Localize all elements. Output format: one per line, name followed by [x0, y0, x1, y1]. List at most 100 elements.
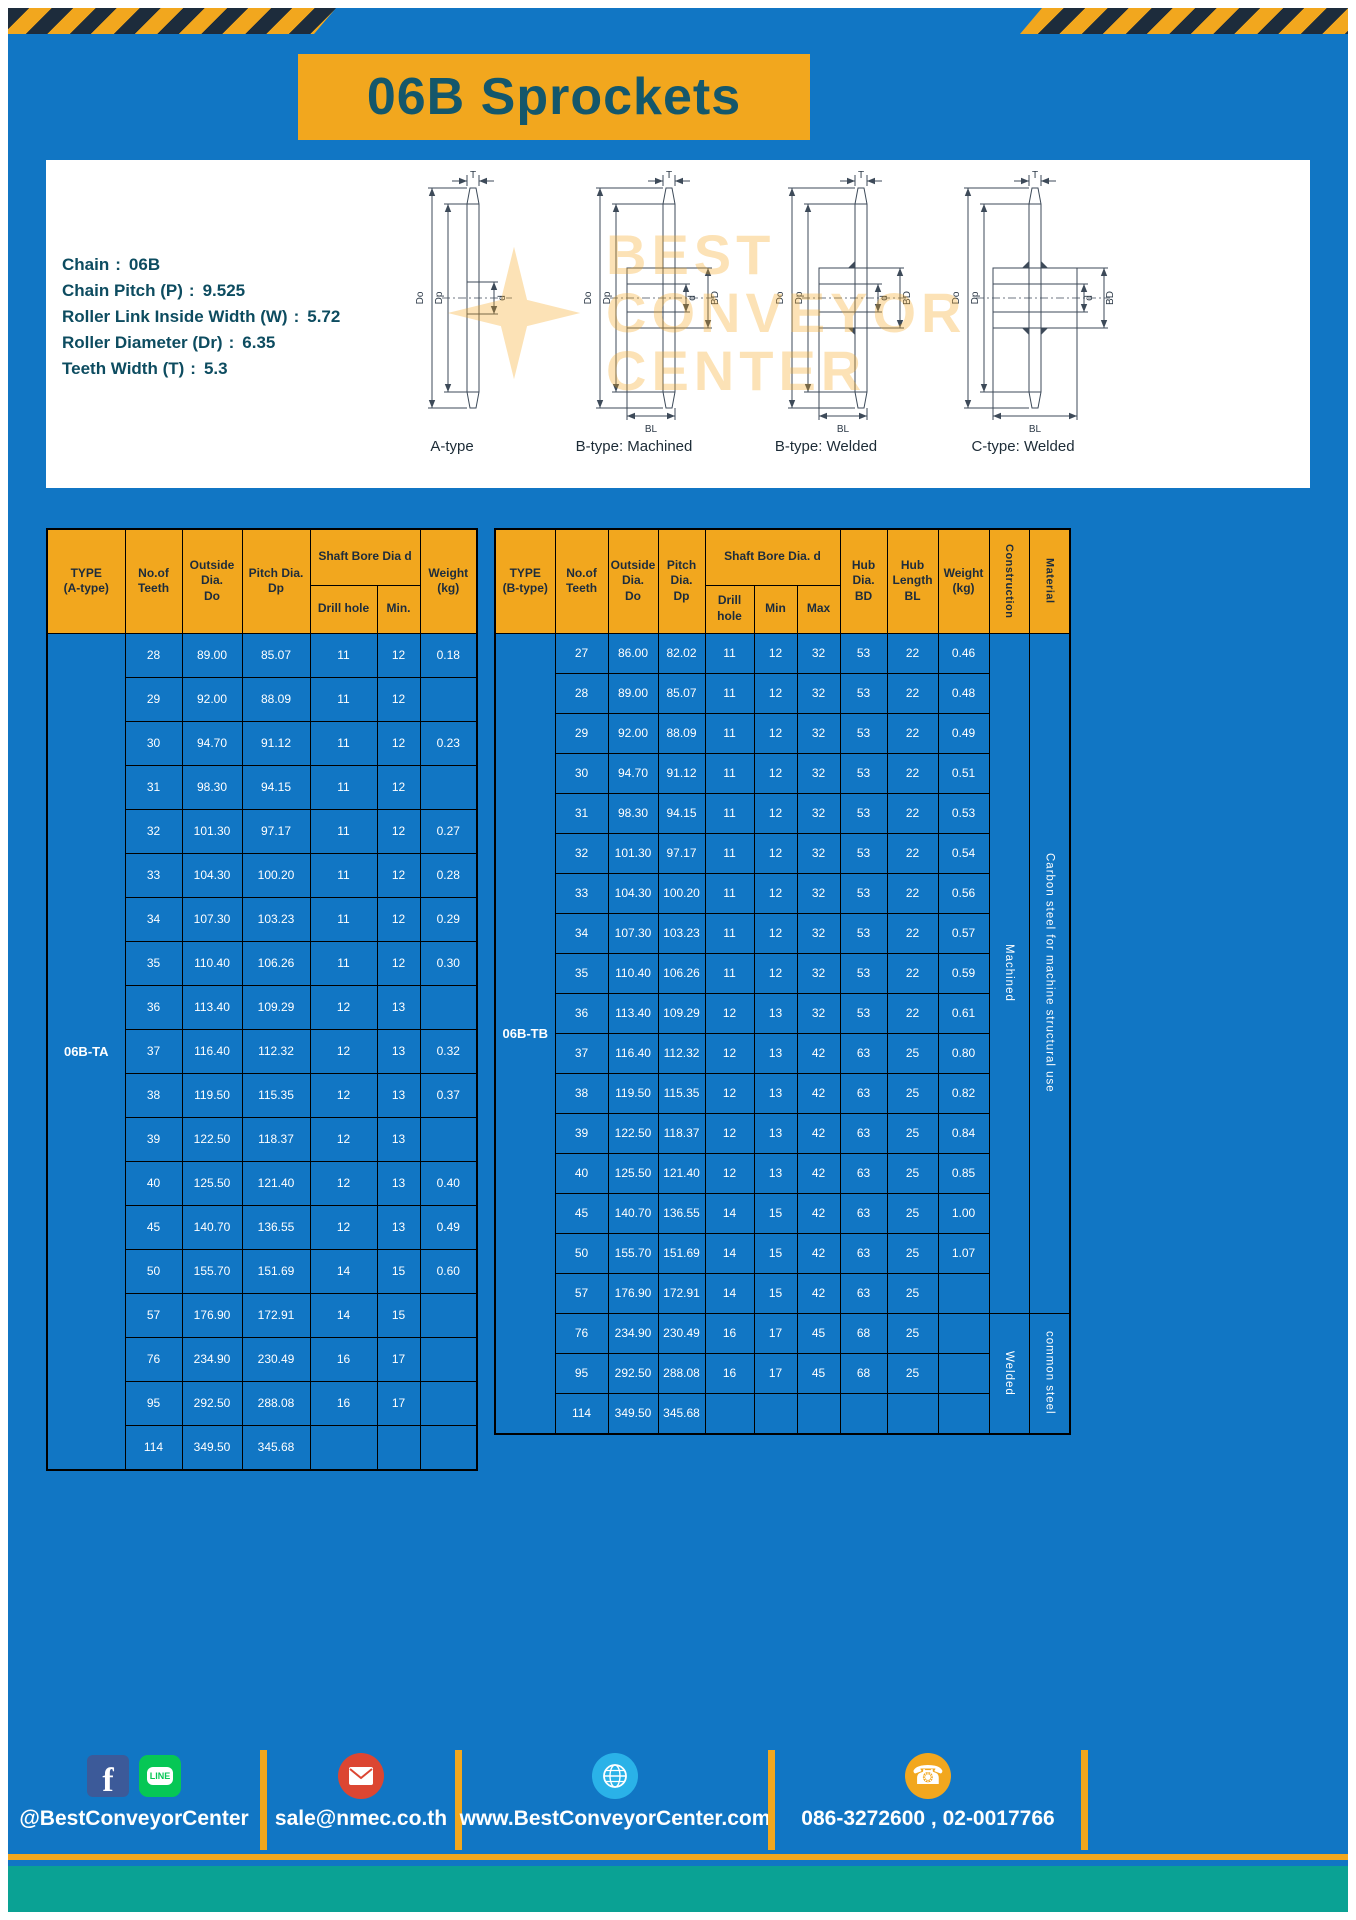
- svg-text:T: T: [858, 170, 864, 181]
- table-row: 30 94.70 91.12 11 12 32 53 22 0.51: [495, 752, 1070, 794]
- data-cell: 0.49: [937, 712, 990, 754]
- data-cell: 25: [886, 1352, 939, 1394]
- data-cell: 63: [839, 1272, 888, 1314]
- data-cell: 230.49: [657, 1312, 706, 1354]
- data-cell: 345.68: [241, 1424, 311, 1470]
- data-cell: 292.50: [607, 1352, 659, 1394]
- svg-text:Do: Do: [775, 291, 786, 304]
- spec-value: 5.3: [203, 359, 228, 378]
- data-cell: 33: [124, 852, 183, 898]
- data-cell: 22: [886, 872, 939, 914]
- drawing-label: B-type: Machined: [575, 438, 693, 455]
- data-cell: 11: [704, 672, 755, 714]
- table-row: 36 113.40 109.29 12 13: [47, 984, 478, 1030]
- data-cell: 234.90: [181, 1336, 243, 1382]
- flyer-canvas: 06B Sprockets Chain:06B Chain Pitch (P):…: [8, 8, 1348, 1912]
- footer-phone-section: ☎ 086-3272600 , 02-0017766: [775, 1750, 1081, 1850]
- data-cell: 68: [839, 1352, 888, 1394]
- data-cell: 101.30: [607, 832, 659, 874]
- data-cell: 53: [839, 832, 888, 874]
- data-cell: 106.26: [241, 940, 311, 986]
- data-cell: 31: [554, 792, 609, 834]
- table-row: 114 349.50 345.68: [47, 1424, 478, 1470]
- data-cell: 12: [753, 952, 798, 994]
- data-cell: 42: [796, 1192, 841, 1234]
- data-cell: 11: [704, 832, 755, 874]
- email-icon: [338, 1753, 384, 1799]
- data-cell: 13: [753, 992, 798, 1034]
- data-cell: 68: [839, 1312, 888, 1354]
- data-cell: [937, 1352, 990, 1394]
- data-cell: 107.30: [607, 912, 659, 954]
- data-cell: 12: [753, 832, 798, 874]
- data-cell: 13: [376, 984, 421, 1030]
- data-cell: 0.54: [937, 832, 990, 874]
- spec-label: Roller Link Inside Width (W): [62, 307, 288, 326]
- data-cell: 94.70: [607, 752, 659, 794]
- website-url: www.BestConveyorCenter.com: [459, 1807, 771, 1830]
- table-row: 37 116.40 112.32 12 13 0.32: [47, 1028, 478, 1074]
- data-cell: 119.50: [181, 1072, 243, 1118]
- drawing-c-type-welded: Do Dp d BD: [928, 168, 1118, 455]
- footer-divider: [455, 1750, 462, 1850]
- data-cell: 0.49: [419, 1204, 478, 1250]
- data-cell: 109.29: [241, 984, 311, 1030]
- data-cell: 16: [309, 1336, 378, 1382]
- data-cell: 0.80: [937, 1032, 990, 1074]
- data-cell: 292.50: [181, 1380, 243, 1426]
- table-row: 50 155.70 151.69 14 15 0.60: [47, 1248, 478, 1294]
- svg-text:Do: Do: [583, 291, 594, 304]
- svg-text:BD: BD: [1105, 291, 1116, 305]
- table-row: 35 110.40 106.26 11 12 32 53 22 0.59: [495, 952, 1070, 994]
- data-cell: 12: [753, 792, 798, 834]
- table-row: 38 119.50 115.35 12 13 42 63 25 0.82: [495, 1072, 1070, 1114]
- data-cell: 125.50: [181, 1160, 243, 1206]
- data-cell: 140.70: [607, 1192, 659, 1234]
- col-type: TYPE (B-type): [494, 528, 556, 634]
- data-cell: 13: [376, 1160, 421, 1206]
- data-cell: 92.00: [607, 712, 659, 754]
- data-cell: 30: [554, 752, 609, 794]
- data-cell: 121.40: [241, 1160, 311, 1206]
- col-hub-length: Hub Length BL: [886, 528, 939, 634]
- spec-teeth-width: Teeth Width (T):5.3: [62, 356, 340, 382]
- data-cell: 14: [309, 1292, 378, 1338]
- table-row: 45 140.70 136.55 12 13 0.49: [47, 1204, 478, 1250]
- data-cell: 0.29: [419, 896, 478, 942]
- spec-value: 6.35: [242, 333, 276, 352]
- data-cell: 12: [376, 852, 421, 898]
- data-cell: 57: [554, 1272, 609, 1314]
- data-cell: 94.15: [657, 792, 706, 834]
- spec-colon: :: [188, 281, 195, 300]
- col-shaft-bore: Shaft Bore Dia. d: [704, 528, 841, 586]
- data-cell: 113.40: [181, 984, 243, 1030]
- data-cell: 11: [704, 952, 755, 994]
- data-cell: 53: [839, 752, 888, 794]
- table-row: 33 104.30 100.20 11 12 32 53 22 0.56: [495, 872, 1070, 914]
- sprocket-table-b-type: TYPE (B-type) No.of Teeth Outside Dia. D…: [494, 528, 1072, 1435]
- col-outside-dia: Outside Dia. Do: [607, 528, 659, 634]
- data-cell: 345.68: [657, 1392, 706, 1434]
- data-cell: 230.49: [241, 1336, 311, 1382]
- data-cell: 53: [839, 912, 888, 954]
- data-cell: 63: [839, 1232, 888, 1274]
- col-type: TYPE (A-type): [46, 528, 126, 634]
- data-cell: 155.70: [181, 1248, 243, 1294]
- data-cell: 104.30: [181, 852, 243, 898]
- data-cell: 42: [796, 1032, 841, 1074]
- table-row: 33 104.30 100.20 11 12 0.28: [47, 852, 478, 898]
- data-cell: 25: [886, 1152, 939, 1194]
- data-cell: 95: [554, 1352, 609, 1394]
- data-cell: 89.00: [181, 632, 243, 678]
- table-b-header: TYPE (B-type) No.of Teeth Outside Dia. D…: [494, 528, 1071, 634]
- data-cell: 40: [124, 1160, 183, 1206]
- data-cell: 176.90: [181, 1292, 243, 1338]
- spec-value: 5.72: [307, 307, 341, 326]
- data-cell: 12: [309, 1204, 378, 1250]
- data-cell: 53: [839, 712, 888, 754]
- drawing-label: A-type: [430, 438, 474, 455]
- data-cell: 119.50: [607, 1072, 659, 1114]
- data-cell: 0.32: [419, 1028, 478, 1074]
- col-min: Min: [753, 584, 798, 634]
